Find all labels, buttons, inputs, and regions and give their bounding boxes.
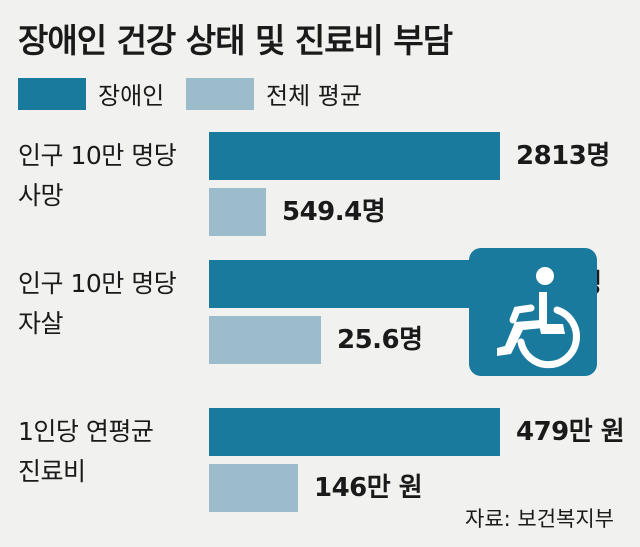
value-label-disabled-2: 479만 원 <box>516 417 625 447</box>
group-label-2: 1인당 연평균 진료비 <box>18 417 154 486</box>
bar-average-1 <box>209 316 321 364</box>
value-label-average-0: 549.4명 <box>282 197 386 227</box>
legend-label-disabled: 장애인 <box>98 82 165 110</box>
legend-swatch-disabled <box>18 77 86 110</box>
bar-disabled-1 <box>209 260 500 308</box>
bar-average-0 <box>209 188 266 236</box>
value-label-disabled-0: 2813명 <box>516 141 610 171</box>
bar-disabled-0 <box>209 132 500 180</box>
wheelchair-icon <box>469 248 597 376</box>
group-label-0: 인구 10만 명당 사망 <box>18 141 177 210</box>
legend-swatch-average <box>186 77 254 110</box>
value-label-average-2: 146만 원 <box>314 473 423 503</box>
chart-title: 장애인 건강 상태 및 진료비 부담 <box>18 21 453 60</box>
bar-disabled-2 <box>209 408 500 456</box>
legend-item-disabled: 장애인 <box>18 76 164 111</box>
group-label-1: 인구 10만 명당 자살 <box>18 269 177 338</box>
legend-item-average: 전체 평균 <box>186 76 362 111</box>
source-note: 자료: 보건복지부 <box>465 507 614 531</box>
legend-label-average: 전체 평균 <box>266 82 362 110</box>
bar-average-2 <box>209 464 298 512</box>
value-label-average-1: 25.6명 <box>337 325 423 355</box>
